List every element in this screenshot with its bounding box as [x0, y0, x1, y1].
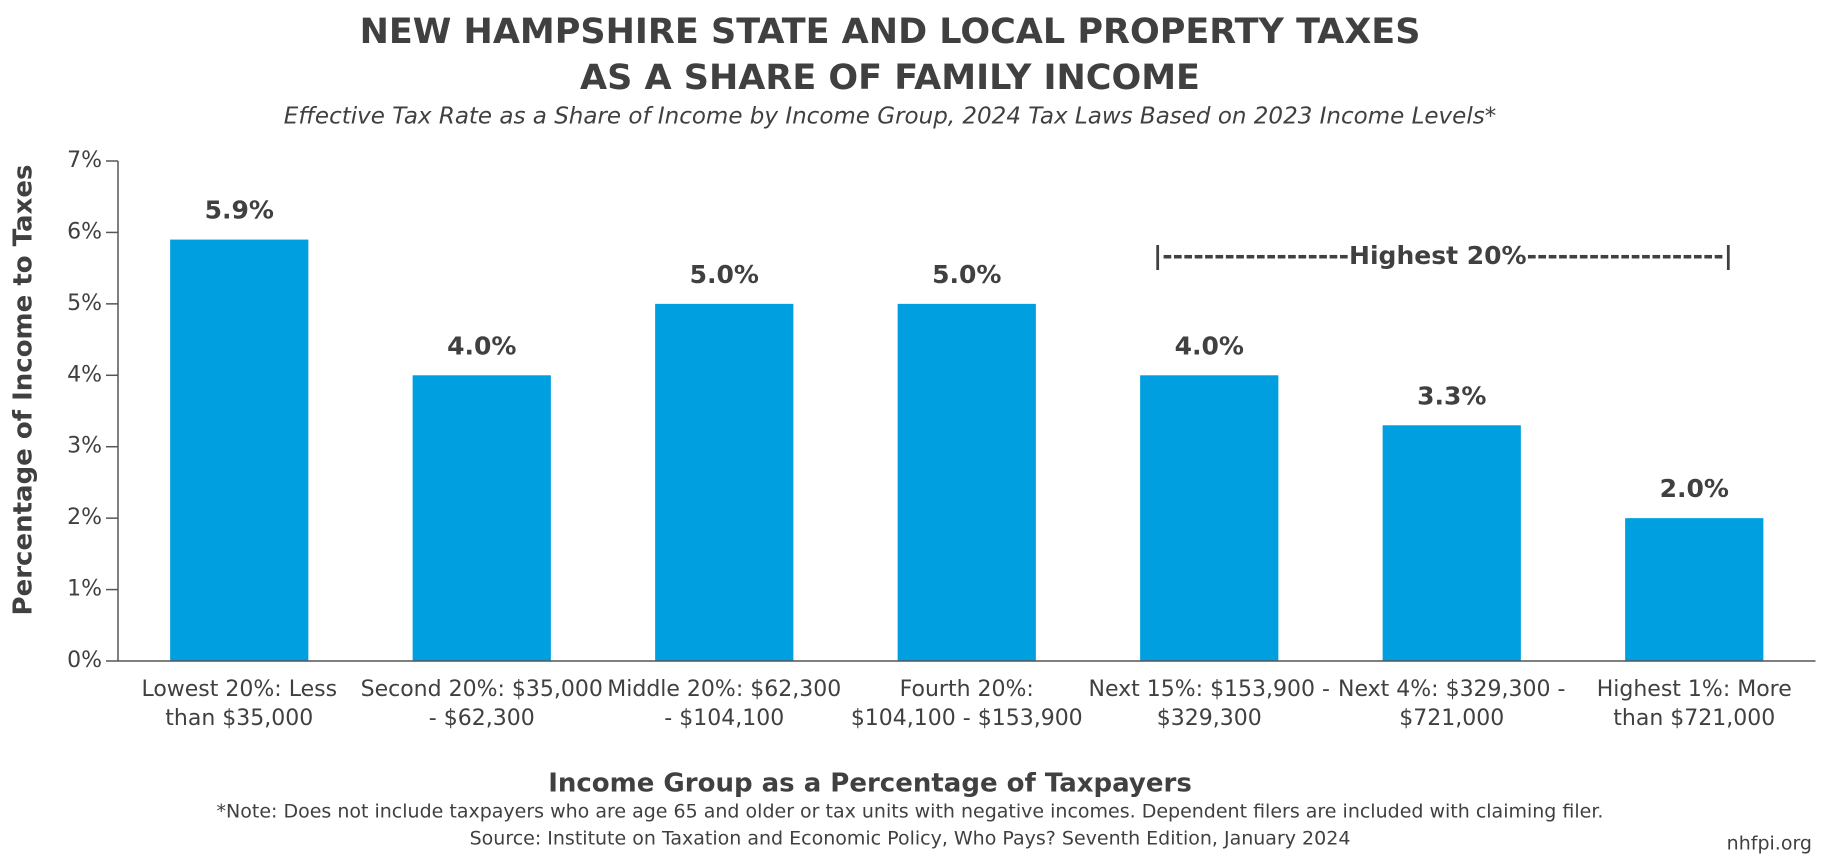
bar [170, 239, 309, 662]
x-tick-label: Lowest 20%: Less than $35,000 [141, 677, 338, 731]
y-tick-label: 1% [67, 577, 102, 602]
note: *Note: Does not include taxpayers who ar… [217, 801, 1604, 823]
y-tick-label: 3% [67, 434, 102, 459]
chart-subtitle: Effective Tax Rate as a Share of Income … [284, 104, 1496, 130]
value-label: 3.3% [1417, 381, 1486, 410]
x-tick-label: Middle 20%: $62,300 - $104,100 [607, 677, 842, 731]
value-label: 4.0% [1175, 331, 1244, 360]
bar [1625, 518, 1764, 661]
value-label: 2.0% [1660, 474, 1729, 503]
bar [412, 375, 551, 661]
y-tick-label: 7% [67, 148, 102, 173]
bar [1140, 375, 1279, 661]
chart-title: NEW HAMPSHIRE STATE AND LOCAL PROPERTY T… [360, 12, 1421, 52]
x-tick-label: Next 4%: $329,300 - $721,000 [1338, 677, 1566, 731]
y-tick-label: 5% [67, 291, 102, 316]
annotation: |------------------Highest 20%----------… [1153, 241, 1733, 270]
y-axis-title: Percentage of Income to Taxes [9, 165, 39, 616]
value-label: 5.9% [205, 196, 274, 225]
credit: nhfpi.org [1727, 833, 1812, 855]
bar [897, 303, 1036, 661]
bar [1382, 425, 1521, 661]
x-tick-label: Next 15%: $153,900 - $329,300 [1088, 677, 1330, 731]
value-label: 5.0% [932, 260, 1001, 289]
x-tick-label: Highest 1%: More than $721,000 [1596, 677, 1792, 731]
y-tick-label: 0% [67, 648, 102, 673]
x-tick-label: Fourth 20%: $104,100 - $153,900 [850, 677, 1083, 731]
y-tick-label: 4% [67, 362, 102, 387]
y-tick-label: 6% [67, 219, 102, 244]
chart-title: AS A SHARE OF FAMILY INCOME [580, 58, 1200, 98]
bar [655, 303, 794, 661]
y-tick-label: 2% [67, 505, 102, 530]
x-axis-title: Income Group as a Percentage of Taxpayer… [548, 769, 1192, 799]
value-label: 5.0% [690, 260, 759, 289]
note: Source: Institute on Taxation and Econom… [470, 828, 1351, 850]
value-label: 4.0% [447, 331, 516, 360]
x-tick-label: Second 20%: $35,000 - $62,300 [360, 677, 603, 731]
